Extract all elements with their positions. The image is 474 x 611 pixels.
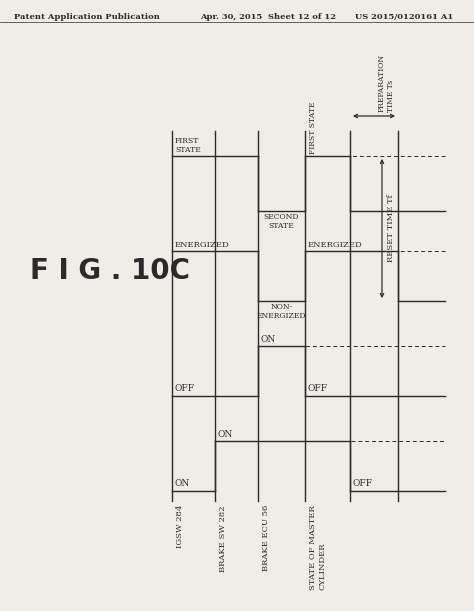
Text: OFF: OFF	[175, 384, 195, 393]
Text: FIRST
STATE: FIRST STATE	[175, 137, 201, 154]
Text: SECOND
STATE: SECOND STATE	[264, 213, 299, 230]
Text: OFF: OFF	[353, 479, 373, 488]
Text: IGSW 284: IGSW 284	[176, 505, 184, 549]
Text: STATE OF MASTER
CYLINDER: STATE OF MASTER CYLINDER	[309, 505, 326, 590]
Text: ENERGIZED: ENERGIZED	[308, 241, 363, 249]
Text: RESET TIME Tf: RESET TIME Tf	[387, 195, 395, 262]
Text: OFF: OFF	[308, 384, 328, 393]
Text: ENERGIZED: ENERGIZED	[175, 241, 230, 249]
Text: BRAKE SW 282: BRAKE SW 282	[219, 505, 227, 571]
Text: FIRST STATE: FIRST STATE	[309, 101, 317, 154]
Text: PREPARATION
TIME Ts: PREPARATION TIME Ts	[378, 54, 394, 112]
Text: ON: ON	[175, 479, 190, 488]
Text: ON: ON	[218, 430, 233, 439]
Text: F I G . 10C: F I G . 10C	[30, 257, 190, 285]
Text: NON-
ENERGIZED: NON- ENERGIZED	[257, 303, 306, 320]
Text: BRAKE ECU 56: BRAKE ECU 56	[262, 505, 270, 571]
Text: Apr. 30, 2015  Sheet 12 of 12: Apr. 30, 2015 Sheet 12 of 12	[200, 13, 336, 21]
Text: Patent Application Publication: Patent Application Publication	[14, 13, 160, 21]
Text: US 2015/0120161 A1: US 2015/0120161 A1	[355, 13, 453, 21]
Text: ON: ON	[261, 335, 276, 344]
